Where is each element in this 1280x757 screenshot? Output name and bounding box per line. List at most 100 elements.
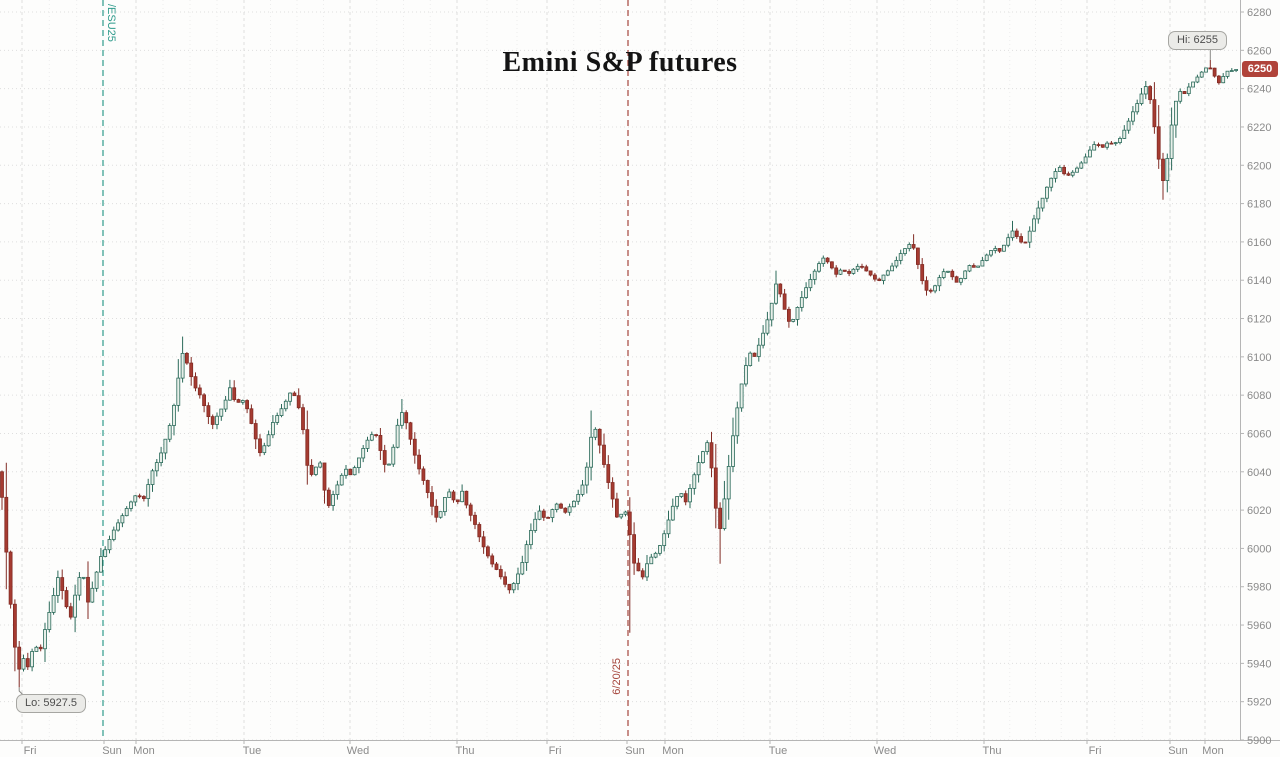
- candle: [1092, 144, 1097, 151]
- candle: [1002, 244, 1006, 252]
- candle: [219, 408, 224, 417]
- candle: [976, 265, 980, 268]
- candle: [382, 450, 387, 465]
- candle: [885, 270, 890, 276]
- candle: [1088, 149, 1092, 158]
- candle: [60, 577, 65, 591]
- candle: [971, 265, 976, 268]
- candle: [1204, 67, 1208, 73]
- candle: [1199, 71, 1204, 78]
- candle: [584, 466, 589, 486]
- candle: [150, 470, 155, 485]
- candle: [774, 283, 778, 304]
- candle: [120, 515, 125, 524]
- candle: [546, 516, 550, 519]
- candle: [210, 416, 215, 425]
- candle: [804, 287, 808, 298]
- candle: [847, 270, 851, 274]
- candle: [576, 493, 581, 502]
- candle: [133, 495, 138, 503]
- candle: [356, 457, 361, 468]
- last-price-badge: 6250: [1242, 61, 1278, 77]
- candle: [116, 522, 120, 531]
- candle: [1217, 75, 1221, 84]
- candle: [597, 428, 602, 446]
- candle: [645, 563, 649, 578]
- candle: [447, 491, 452, 498]
- expiry-line-label: 6/20/25: [611, 658, 623, 695]
- candle: [425, 480, 430, 493]
- candle: [1113, 142, 1118, 144]
- candle: [860, 265, 864, 268]
- candle: [1032, 218, 1036, 232]
- candle: [305, 429, 310, 466]
- candle: [791, 319, 796, 322]
- candle: [1174, 100, 1178, 126]
- candle: [658, 545, 662, 554]
- candle: [713, 467, 718, 509]
- price-tick-label: 6000: [1247, 543, 1271, 555]
- price-tick-label: 5960: [1247, 620, 1271, 632]
- candle: [1118, 138, 1122, 143]
- candle: [812, 270, 817, 280]
- candle: [468, 504, 473, 516]
- candle: [830, 261, 834, 269]
- price-tick-label: 6180: [1247, 199, 1271, 211]
- candle: [296, 395, 301, 409]
- candle: [649, 556, 654, 565]
- candle: [56, 577, 60, 596]
- candle: [756, 344, 761, 357]
- candle: [408, 422, 413, 440]
- candle: [313, 466, 318, 475]
- candle: [688, 487, 692, 503]
- candle: [993, 248, 998, 251]
- candle: [232, 387, 237, 400]
- day-label: Tue: [769, 745, 788, 757]
- candle: [834, 267, 839, 275]
- candle: [675, 496, 679, 507]
- candle: [615, 498, 619, 518]
- candle: [1053, 171, 1058, 179]
- candle: [47, 612, 52, 630]
- candle: [602, 444, 606, 465]
- price-tick-label: 6220: [1247, 122, 1271, 134]
- candle: [511, 583, 516, 591]
- candle: [223, 399, 228, 410]
- candle: [279, 408, 284, 416]
- candle: [249, 408, 254, 424]
- candle: [374, 434, 379, 437]
- price-tick-label: 6160: [1247, 237, 1271, 249]
- candle: [421, 468, 426, 481]
- day-label: Mon: [133, 745, 154, 757]
- candle: [184, 352, 189, 364]
- candle: [1049, 177, 1054, 188]
- candle: [1221, 76, 1226, 84]
- candle: [881, 274, 886, 281]
- candle: [206, 405, 211, 418]
- candle: [898, 253, 903, 261]
- day-label: Mon: [1202, 745, 1223, 757]
- candle: [159, 452, 164, 463]
- candle: [309, 464, 314, 475]
- candle: [490, 555, 495, 565]
- candle: [352, 467, 357, 476]
- candle: [507, 583, 512, 591]
- candle: [1057, 166, 1062, 172]
- candle: [572, 500, 576, 508]
- candle: [412, 438, 417, 456]
- candle: [670, 505, 675, 521]
- candle: [34, 646, 39, 652]
- day-label: Thu: [983, 745, 1002, 757]
- candle: [30, 651, 35, 668]
- candle: [890, 265, 894, 272]
- candle: [855, 265, 860, 270]
- candle: [262, 445, 267, 454]
- candle: [172, 404, 176, 426]
- candle: [288, 392, 293, 402]
- candle: [722, 498, 727, 529]
- price-tick-label: 6040: [1247, 467, 1271, 479]
- candle: [141, 496, 146, 499]
- candle: [937, 277, 942, 287]
- candle: [86, 576, 90, 603]
